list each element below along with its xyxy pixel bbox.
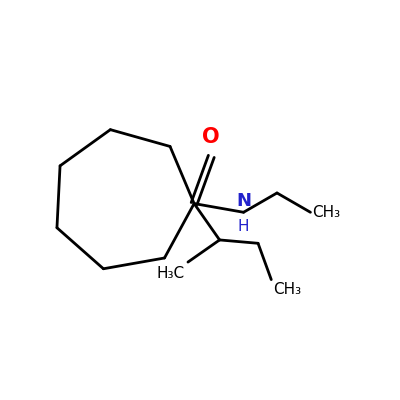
Text: CH₃: CH₃ (273, 282, 301, 296)
Text: H: H (238, 219, 249, 234)
Text: N: N (236, 192, 251, 210)
Text: O: O (202, 127, 220, 147)
Text: H₃C: H₃C (157, 266, 185, 281)
Text: CH₃: CH₃ (312, 205, 340, 220)
